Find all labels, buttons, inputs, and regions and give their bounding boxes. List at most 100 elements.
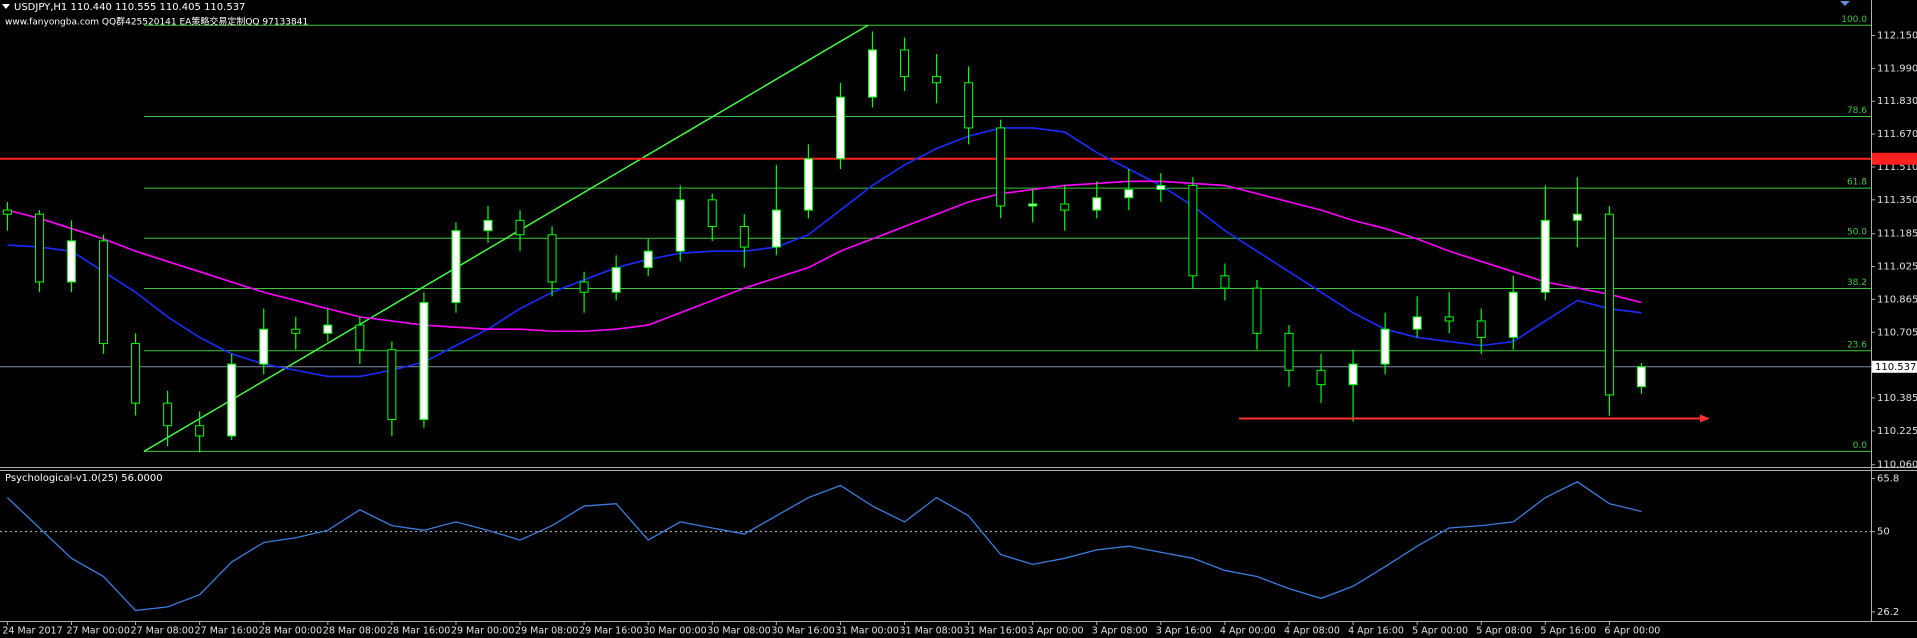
candle-body	[387, 349, 397, 421]
candle-body	[1476, 320, 1486, 338]
candle-body	[355, 324, 365, 351]
candle-body	[259, 328, 269, 365]
x-tick-label: 27 Mar 00:00	[66, 626, 129, 637]
y-tick-label: 111.830	[1877, 96, 1917, 107]
candle-body	[1028, 203, 1038, 207]
y-tick-label: 111.990	[1877, 63, 1917, 74]
chart-subtitle: www.fanyongba.com QQ群425520141 EA策略交易定制Q…	[5, 16, 308, 28]
candle-body	[131, 343, 141, 404]
candle-body	[1636, 366, 1646, 388]
candle-body	[996, 127, 1006, 207]
shift-marker[interactable]	[1840, 1, 1850, 6]
candle-body	[1572, 213, 1582, 221]
x-tick-label: 31 Mar 00:00	[835, 626, 898, 637]
candle-body	[323, 324, 333, 334]
y-tick-label: 112.150	[1877, 31, 1917, 42]
y-tick-label: 111.185	[1877, 229, 1917, 240]
candle-body	[99, 240, 109, 345]
candle-body	[227, 363, 237, 437]
candle-body	[1380, 328, 1390, 365]
fibo-label: 78.6	[1847, 106, 1867, 116]
y-tick-label: 111.025	[1877, 262, 1917, 273]
support-arrowhead	[1700, 414, 1710, 423]
moving-average	[7, 180, 1642, 333]
candle-body	[163, 402, 173, 427]
candle-body	[675, 199, 685, 252]
x-tick-label: 29 Mar 16:00	[579, 626, 642, 637]
x-tick-label: 29 Mar 00:00	[451, 626, 514, 637]
current-price-label: 110.537	[1875, 362, 1916, 373]
menu-icon[interactable]	[2, 4, 10, 9]
x-tick-label: 29 Mar 08:00	[515, 626, 578, 637]
current-price-box	[1872, 360, 1917, 373]
x-tick-label: 3 Apr 00:00	[1028, 626, 1084, 637]
fibo-label: 50.0	[1847, 228, 1867, 238]
x-tick-label: 5 Apr 08:00	[1476, 626, 1532, 637]
candle-body	[867, 49, 877, 98]
fibo-label: 38.2	[1847, 278, 1867, 288]
candle-body	[66, 240, 76, 283]
y-tick-label: 65.8	[1877, 473, 1899, 484]
y-tick-label: 110.385	[1877, 393, 1917, 404]
candle-body	[707, 199, 717, 228]
candle-body	[1156, 184, 1166, 191]
y-tick-label: 50	[1877, 527, 1890, 538]
candle-body	[1252, 287, 1262, 334]
y-tick-label: 111.510	[1877, 162, 1917, 173]
candle-body	[1220, 275, 1230, 289]
candle-body	[195, 425, 205, 437]
y-tick-label: 111.350	[1877, 195, 1917, 206]
x-tick-label: 3 Apr 08:00	[1092, 626, 1148, 637]
candle-body	[803, 158, 813, 211]
resistance-marker	[1872, 152, 1917, 165]
indicator-line	[6, 481, 1642, 612]
indicator-title: Psychological-v1.0(25) 56.0000	[5, 473, 163, 484]
y-tick-label: 110.705	[1877, 327, 1917, 338]
candle-body	[1284, 332, 1294, 371]
candle-body	[1444, 316, 1454, 322]
x-tick-label: 28 Mar 16:00	[387, 626, 450, 637]
x-tick-label: 28 Mar 08:00	[323, 626, 386, 637]
x-tick-label: 4 Apr 08:00	[1284, 626, 1340, 637]
x-tick-label: 28 Mar 00:00	[259, 626, 322, 637]
candle-body	[515, 219, 525, 236]
candle-body	[1540, 219, 1550, 293]
x-tick-label: 5 Apr 16:00	[1540, 626, 1596, 637]
candle-body	[2, 209, 12, 215]
moving-average	[7, 127, 1642, 378]
y-tick-label: 111.670	[1877, 129, 1917, 140]
candle-body	[1316, 369, 1326, 386]
candle-body	[419, 302, 429, 421]
candle-body	[34, 213, 44, 283]
chart-title: USDJPY,H1 110.440 110.555 110.405 110.53…	[14, 2, 245, 13]
fibo-label: 100.0	[1841, 15, 1867, 25]
candle-body	[900, 49, 910, 78]
candle-body	[932, 76, 942, 84]
candle-body	[483, 219, 493, 232]
candle-body	[964, 82, 974, 129]
x-tick-label: 31 Mar 16:00	[964, 626, 1027, 637]
x-tick-label: 31 Mar 08:00	[900, 626, 963, 637]
candle-body	[1188, 184, 1198, 277]
fibo-label: 0.0	[1853, 441, 1868, 451]
candle-body	[451, 230, 461, 304]
x-tick-label: 24 Mar 2017	[2, 626, 62, 637]
candle-body	[1348, 363, 1358, 386]
candle-body	[1604, 213, 1614, 396]
x-tick-label: 6 Apr 00:00	[1604, 626, 1660, 637]
candle-body	[1060, 203, 1070, 211]
x-tick-label: 30 Mar 16:00	[771, 626, 834, 637]
candle-body	[835, 96, 845, 160]
x-tick-label: 30 Mar 08:00	[707, 626, 770, 637]
candle-body	[1124, 189, 1134, 199]
x-tick-label: 3 Apr 16:00	[1156, 626, 1212, 637]
candle-body	[291, 328, 301, 334]
candle-body	[611, 267, 621, 293]
fibo-label: 23.6	[1847, 340, 1867, 350]
candle-body	[1412, 316, 1422, 330]
chart-layer: 112.150 111.990 111.830 111.670 111.510 111.3…	[0, 15, 1917, 637]
candle-body	[739, 226, 749, 248]
candle-body	[1092, 197, 1102, 211]
